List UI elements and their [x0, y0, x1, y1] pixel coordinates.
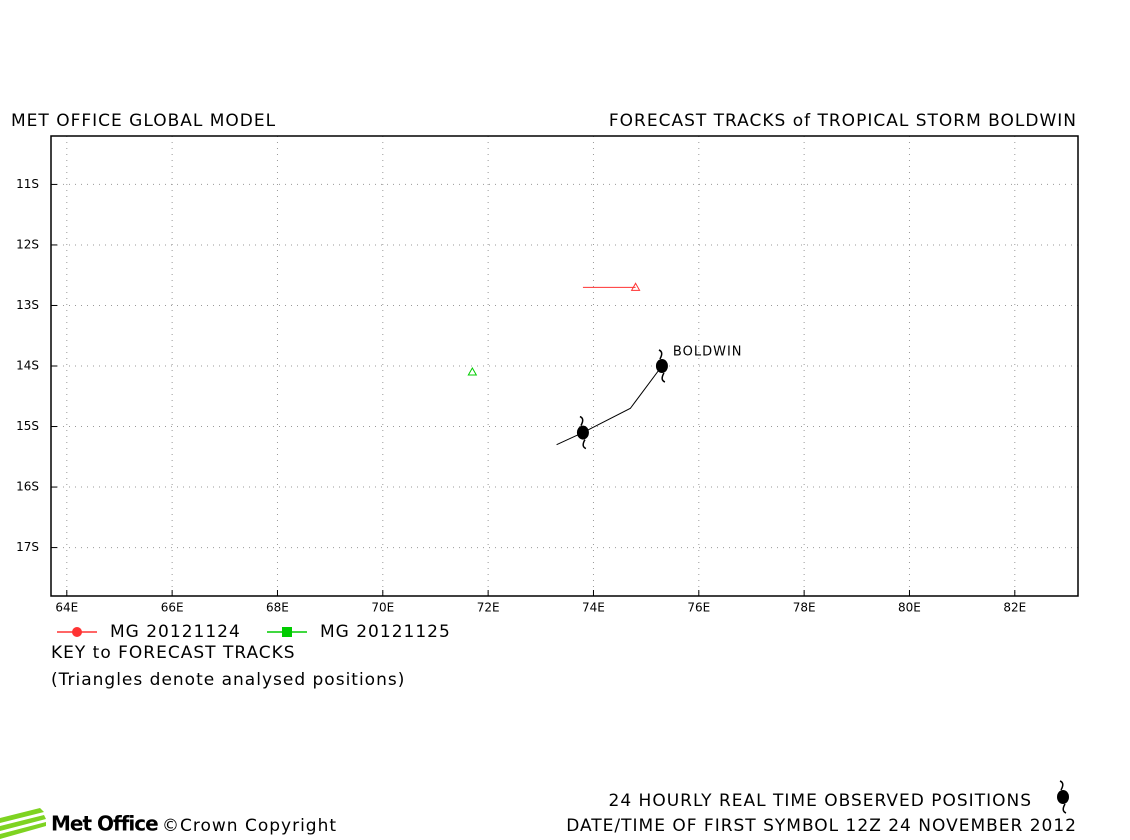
analysed-triangle	[467, 367, 478, 376]
analysed-triangle	[630, 282, 641, 291]
y-tick-label: 14S	[16, 359, 39, 373]
observed-note: 24 HOURLY REAL TIME OBSERVED POSITIONS	[609, 791, 1032, 811]
storm-core	[655, 359, 668, 373]
x-tick-label: 64E	[55, 601, 78, 615]
logo-icon	[0, 808, 46, 839]
key-title: KEY to FORECAST TRACKS	[51, 643, 296, 663]
x-tick-label: 82E	[1003, 601, 1026, 615]
chart-title: FORECAST TRACKS of TROPICAL STORM BOLDWI…	[609, 111, 1077, 131]
storm-arm	[658, 349, 663, 360]
storm-symbol	[576, 415, 589, 450]
storm-core	[576, 425, 589, 440]
x-tick-label: 80E	[898, 601, 921, 615]
storm-arm	[661, 372, 666, 383]
x-tick-label: 78E	[793, 601, 816, 615]
subtitle: MET OFFICE GLOBAL MODEL	[11, 111, 276, 131]
y-tick-label: 15S	[16, 419, 39, 433]
x-tick-label: 70E	[371, 601, 394, 615]
y-tick-label: 12S	[16, 237, 39, 251]
key-note: (Triangles denote analysed positions)	[51, 670, 405, 690]
storm-arm	[582, 439, 587, 450]
x-tick-label: 76E	[687, 601, 710, 615]
first-symbol-note: DATE/TIME OF FIRST SYMBOL 12Z 24 NOVEMBE…	[566, 816, 1077, 836]
storm-label: BOLDWIN	[673, 345, 743, 360]
y-tick-label: 17S	[16, 540, 39, 554]
legend-label: MG 20121124	[110, 622, 241, 642]
legend-marker	[72, 627, 82, 637]
plot-frame	[50, 135, 1079, 597]
y-tick-label: 11S	[16, 177, 39, 191]
logo-text: Met Office	[51, 812, 158, 836]
storm-arm	[579, 415, 584, 426]
x-tick-label: 66E	[161, 601, 184, 615]
storm-symbol-key	[1057, 780, 1069, 814]
x-tick-label: 72E	[477, 601, 500, 615]
x-tick-label: 68E	[266, 601, 289, 615]
observed-track	[556, 365, 663, 446]
y-tick-label: 16S	[16, 480, 39, 494]
copyright: ©Crown Copyright	[162, 816, 337, 836]
x-tick-label: 74E	[582, 601, 605, 615]
y-tick-label: 13S	[16, 298, 39, 312]
storm-symbol	[655, 349, 668, 383]
legend-label: MG 20121125	[320, 622, 451, 642]
legend-marker	[282, 627, 292, 637]
